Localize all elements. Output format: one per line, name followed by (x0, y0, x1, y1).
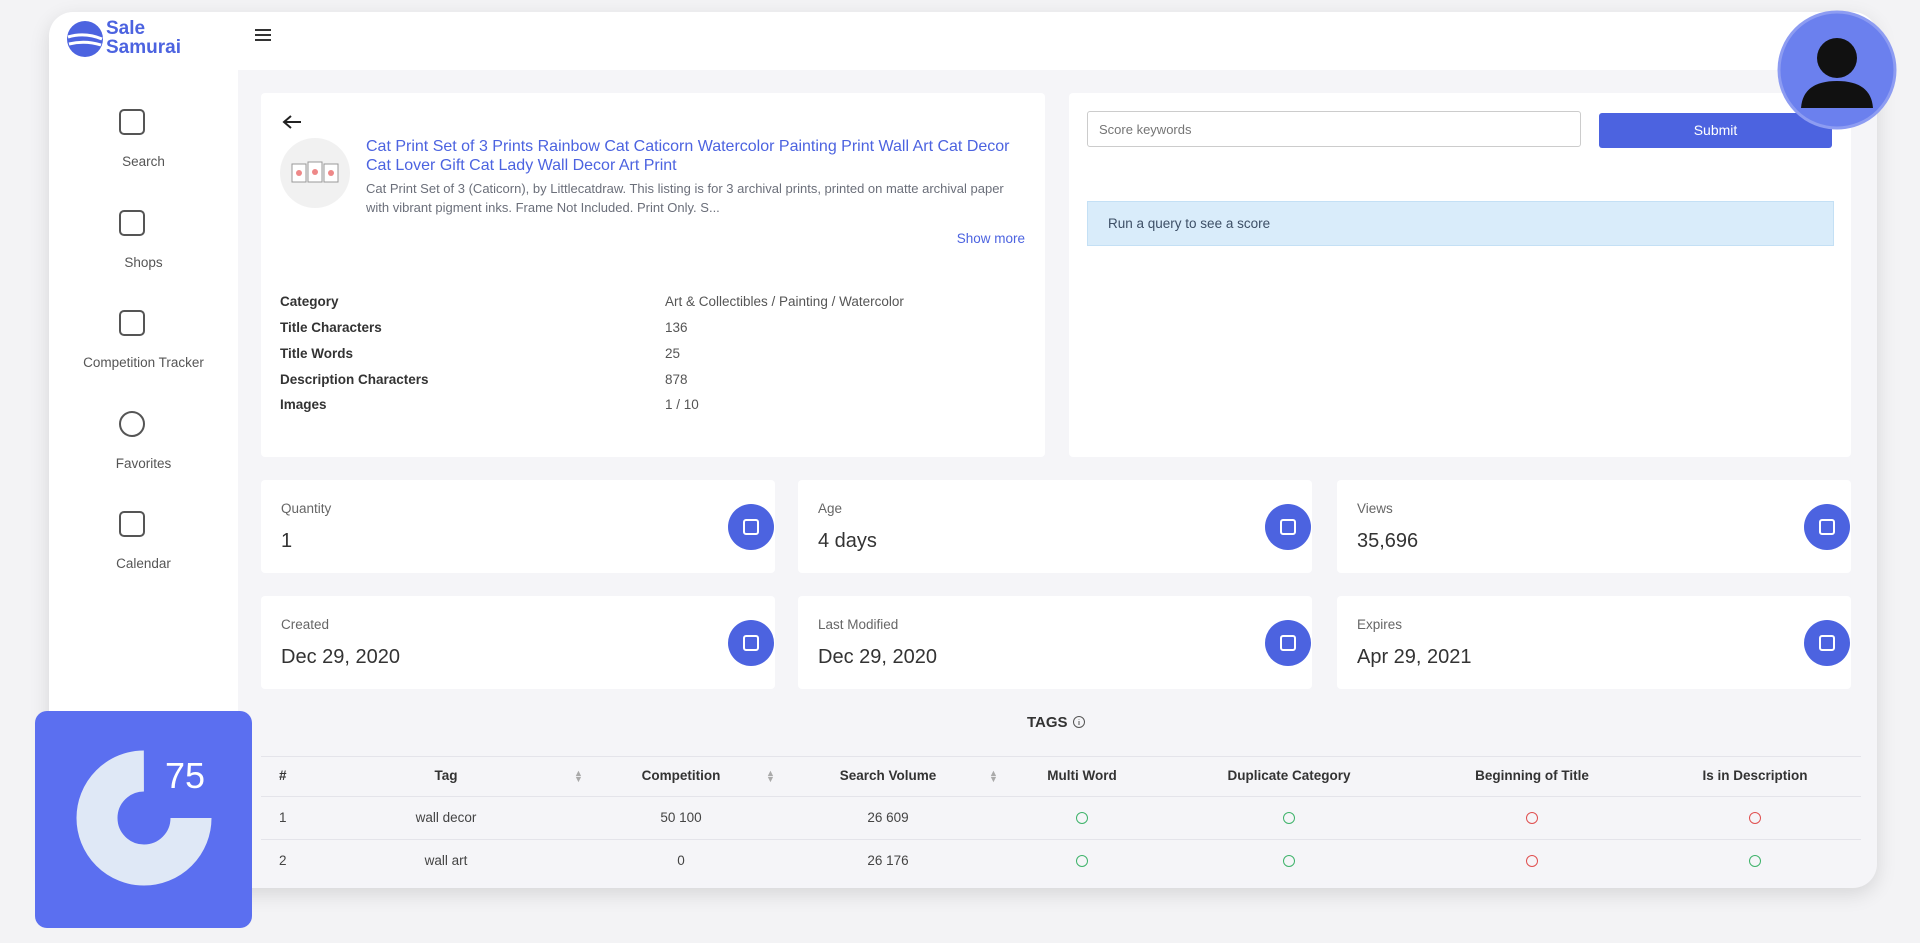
column-header: # (279, 768, 287, 783)
show-more-link[interactable]: Show more (956, 231, 1025, 246)
stat-label: Quantity (281, 501, 332, 516)
check-icon (1749, 855, 1761, 867)
nav-label[interactable]: Search (122, 154, 165, 169)
stat-icon (728, 504, 774, 550)
warning-icon (1526, 812, 1538, 824)
table-cell: 2 (279, 853, 287, 868)
logo-icon (67, 21, 103, 57)
table-cell: 1 (279, 810, 287, 825)
nav-label[interactable]: Calendar (116, 556, 171, 571)
column-header[interactable]: Tag (434, 768, 458, 783)
listing-title[interactable]: Cat Print Set of 3 Prints Rainbow Cat Ca… (366, 138, 1010, 174)
listing-card (261, 93, 1045, 457)
tags-title: TAGS (1027, 714, 1068, 731)
info-message: Run a query to see a score (1087, 201, 1834, 246)
warning-icon (1749, 812, 1761, 824)
detail-value: 136 (665, 320, 688, 335)
detail-label: Title Characters (280, 320, 382, 335)
stat-card (261, 596, 775, 689)
submit-button[interactable]: Submit (1599, 113, 1832, 148)
back-button[interactable] (282, 114, 302, 130)
column-header: Beginning of Title (1475, 768, 1589, 783)
column-header[interactable]: Competition (641, 768, 721, 783)
detail-label: Description Characters (280, 372, 429, 387)
logo-text: Sale Samurai (106, 19, 181, 57)
score-badge (35, 711, 252, 928)
stat-value: Dec 29, 2020 (818, 646, 937, 668)
badge-score: 75 (165, 755, 206, 796)
nav-icon[interactable] (119, 109, 145, 135)
nav-icon[interactable] (119, 511, 145, 537)
stat-value: 35,696 (1357, 530, 1419, 552)
stat-label: Views (1357, 501, 1393, 516)
table-cell: 26 609 (867, 810, 909, 825)
stat-icon (1804, 620, 1850, 666)
nav-icon[interactable] (119, 210, 145, 236)
check-icon (1283, 855, 1295, 867)
nav-label[interactable]: Shops (124, 255, 163, 270)
detail-label: Title Words (280, 346, 354, 361)
column-header: Duplicate Category (1227, 768, 1351, 783)
sort-arrow[interactable]: ▲ ▼ (989, 768, 998, 784)
stat-icon (1265, 620, 1311, 666)
stat-card (1337, 480, 1851, 573)
user-avatar[interactable] (1774, 9, 1902, 137)
stat-icon (1804, 504, 1850, 550)
check-icon (1076, 812, 1088, 824)
check-icon (1283, 812, 1295, 824)
column-header[interactable]: Search Volume (839, 768, 937, 783)
detail-value: 25 (665, 346, 681, 361)
detail-value: Art & Collectibles / Painting / Watercol… (665, 294, 904, 309)
table-rule (261, 756, 1861, 757)
stat-icon (1265, 504, 1311, 550)
nav-label[interactable]: Competition Tracker (83, 355, 204, 370)
detail-value: 1 / 10 (665, 397, 699, 412)
info-icon (1073, 716, 1085, 728)
stat-value: Apr 29, 2021 (1357, 646, 1472, 668)
warning-icon (1526, 855, 1538, 867)
sort-arrow[interactable]: ▲ ▼ (766, 768, 775, 784)
nav-icon[interactable] (119, 310, 145, 336)
table-cell: 26 176 (867, 853, 909, 868)
keyword-input[interactable] (1087, 111, 1581, 147)
table-cell[interactable]: wall decor (415, 810, 477, 825)
table-cell: 50 100 (660, 810, 702, 825)
listing-description: Cat Print Set of 3 (Caticorn), by Little… (366, 181, 1004, 215)
stat-value: 1 (281, 530, 293, 552)
detail-label: Category (280, 294, 339, 309)
logo-line: Samurai (106, 37, 181, 58)
detail-value: 878 (665, 372, 688, 387)
table-rule (261, 839, 1861, 840)
logo-line: Sale (106, 18, 146, 39)
stat-card (261, 480, 775, 573)
stat-label: Age (818, 501, 843, 516)
sort-arrow[interactable]: ▲ ▼ (574, 768, 583, 784)
stat-label: Created (281, 617, 330, 632)
nav-label[interactable]: Favorites (115, 456, 172, 471)
detail-label: Images (280, 397, 327, 412)
column-header: Is in Description (1702, 768, 1808, 783)
check-icon (1076, 855, 1088, 867)
stat-card (798, 596, 1312, 689)
stat-value: 4 days (818, 530, 877, 552)
column-header: Multi Word (1047, 768, 1117, 783)
stat-value: Dec 29, 2020 (281, 646, 400, 668)
stat-card (1337, 596, 1851, 689)
table-cell[interactable]: wall art (424, 853, 468, 868)
table-cell: 0 (677, 853, 685, 868)
stat-icon (728, 620, 774, 666)
menu-button[interactable] (255, 28, 271, 42)
stat-label: Expires (1357, 617, 1403, 632)
stat-card (798, 480, 1312, 573)
thumbnail (280, 138, 350, 208)
top-bar (49, 12, 1877, 70)
stat-label: Last Modified (818, 617, 899, 632)
table-rule (261, 796, 1861, 797)
score-card (1069, 93, 1851, 457)
nav-icon[interactable] (119, 411, 145, 437)
